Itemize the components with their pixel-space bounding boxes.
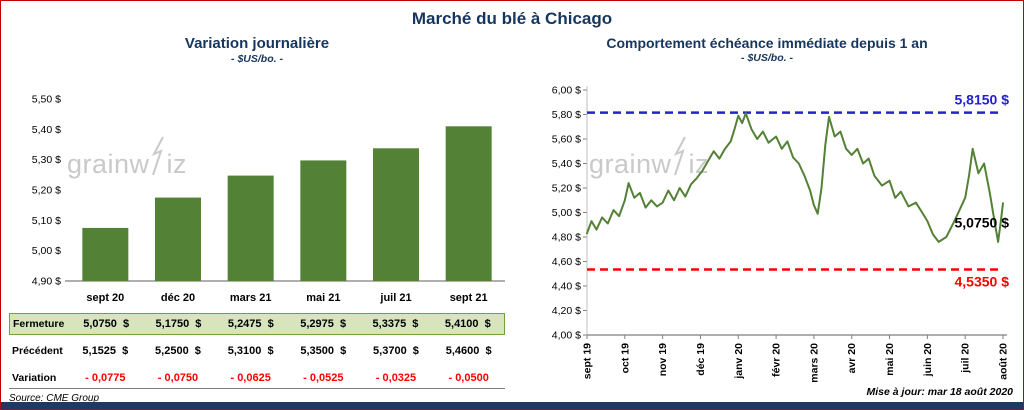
- lightning-bolt-icon: [151, 136, 164, 176]
- svg-text:juin 20: juin 20: [922, 343, 934, 377]
- table-cell: 5,2500 $: [155, 345, 201, 357]
- table-cell: 5,1750 $: [155, 318, 202, 330]
- lightning-bolt-icon: [673, 136, 686, 176]
- svg-text:mars 20: mars 20: [808, 343, 820, 383]
- table-cell: 5,4600 $: [445, 345, 492, 357]
- svg-text:4,00 $: 4,00 $: [552, 330, 581, 342]
- svg-text:5,0750 $: 5,0750 $: [955, 214, 1010, 230]
- daily-variation-section: Variation journalière - $US/bo. - 4,90 $…: [9, 35, 505, 404]
- month-label: sept 21: [449, 292, 488, 304]
- svg-text:5,8150 $: 5,8150 $: [955, 92, 1010, 108]
- table-cell: - 0,0525: [303, 371, 344, 384]
- bar-chart-title: Variation journalière: [184, 35, 330, 52]
- front-month-section: Comportement échéance immédiate depuis 1…: [517, 35, 1017, 400]
- watermark-text-left-part: grainw: [589, 149, 672, 179]
- table-cell: - 0,0500: [448, 371, 489, 384]
- table-cell: - 0,0775: [85, 371, 126, 384]
- table-row-prcdent: Précédent 5,1525 $ 5,2500 $ 5,3100 $ 5,3500 …: [9, 340, 505, 362]
- svg-text:déc 19: déc 19: [695, 343, 707, 376]
- line-chart-subtitle: - $US/bo. -: [741, 52, 793, 64]
- table-cell: 5,0750 $: [83, 318, 130, 330]
- table-cell: - 0,0750: [157, 371, 199, 384]
- row-label: Variation: [12, 371, 57, 384]
- svg-text:4,90 $: 4,90 $: [32, 276, 61, 288]
- svg-text:avr 20: avr 20: [846, 343, 858, 374]
- row-label: Précédent: [12, 345, 63, 357]
- watermark-text-right-part: iz: [166, 149, 188, 179]
- table-cell: 5,3700 $: [373, 345, 419, 357]
- svg-text:févr 20: févr 20: [771, 343, 783, 377]
- line-chart-title: Comportement échéance immédiate depuis 1…: [606, 35, 928, 51]
- svg-text:5,40 $: 5,40 $: [552, 158, 581, 170]
- svg-text:mai 20: mai 20: [884, 343, 896, 376]
- month-label: mars 21: [229, 292, 272, 304]
- watermark-text-right-part: iz: [688, 149, 710, 179]
- month-label: déc 20: [160, 292, 196, 304]
- update-note: Mise à jour: mar 18 août 2020: [866, 386, 1013, 398]
- grainwiz-watermark: grainw iz: [67, 135, 187, 178]
- watermark-text-left-part: grainw: [67, 149, 150, 179]
- svg-text:4,20 $: 4,20 $: [552, 305, 581, 317]
- svg-text:5,00 $: 5,00 $: [552, 207, 581, 219]
- svg-text:oct 19: oct 19: [619, 343, 631, 374]
- svg-text:4,60 $: 4,60 $: [552, 256, 581, 268]
- bar-chart-x-labels: sept 20 déc 20 mars 21 mai 21 juil 21 sept 21: [9, 288, 505, 308]
- page-title: Marché du blé à Chicago: [411, 9, 613, 28]
- line-chart: 4,00 $ 4,20 $ 4,40 $ 4,60 $ 4,80 $ 5,00 $ 5,20…: [552, 85, 1010, 383]
- table-cell: 5,3375 $: [372, 318, 419, 330]
- table-row-fermeture: Fermeture 5,0750 $ 5,1750 $ 5,2475 $ 5,2975 …: [9, 313, 505, 335]
- svg-text:janv 20: janv 20: [733, 343, 745, 380]
- svg-text:5,00 $: 5,00 $: [32, 245, 61, 257]
- svg-text:5,80 $: 5,80 $: [552, 109, 581, 121]
- month-label: mai 21: [306, 292, 341, 304]
- table-cell: - 0,0325: [375, 371, 417, 384]
- row-label: Fermeture: [13, 318, 65, 330]
- month-label: sept 20: [86, 292, 125, 304]
- bar-chart: 4,90 $ 5,00 $ 5,10 $ 5,20 $ 5,30 $ 5,40 $ 5,50…: [32, 94, 505, 288]
- svg-text:5,60 $: 5,60 $: [552, 134, 581, 146]
- svg-text:août 20: août 20: [998, 343, 1010, 380]
- source-note: Source: CME Group: [9, 393, 100, 404]
- svg-text:6,00 $: 6,00 $: [552, 85, 581, 97]
- svg-text:4,40 $: 4,40 $: [552, 281, 581, 293]
- svg-text:5,20 $: 5,20 $: [552, 183, 581, 195]
- table-row-variation: Variation - 0,0775 - 0,0750 - 0,0625 - 0,052…: [9, 367, 505, 389]
- table-cell: - 0,0625: [230, 371, 271, 384]
- table-cell: 5,2475 $: [227, 318, 274, 330]
- svg-text:5,50 $: 5,50 $: [32, 94, 61, 106]
- svg-text:juil 20: juil 20: [960, 343, 972, 374]
- quotes-table: Fermeture 5,0750 $ 5,1750 $ 5,2475 $ 5,2975 …: [9, 313, 505, 389]
- table-cell: 5,3100 $: [227, 345, 274, 357]
- svg-text:5,20 $: 5,20 $: [32, 185, 61, 197]
- svg-text:sept 19: sept 19: [582, 343, 594, 379]
- svg-text:5,30 $: 5,30 $: [32, 154, 61, 166]
- table-cell: 5,2975 $: [300, 318, 347, 330]
- table-cell: 5,3500 $: [300, 345, 347, 357]
- table-cell: 5,4100 $: [444, 318, 491, 330]
- svg-text:5,10 $: 5,10 $: [32, 215, 61, 227]
- table-cell: 5,1525 $: [82, 345, 129, 357]
- grainwiz-watermark: grainw iz: [589, 135, 709, 178]
- month-label: juil 21: [380, 292, 412, 304]
- svg-text:5,40 $: 5,40 $: [32, 124, 61, 136]
- svg-text:4,80 $: 4,80 $: [552, 232, 581, 244]
- svg-text:nov 19: nov 19: [657, 343, 669, 376]
- bottom-navy-bar: [1, 402, 1023, 409]
- bar-chart-subtitle: - $US/bo. -: [231, 53, 283, 65]
- svg-text:4,5350 $: 4,5350 $: [955, 273, 1010, 289]
